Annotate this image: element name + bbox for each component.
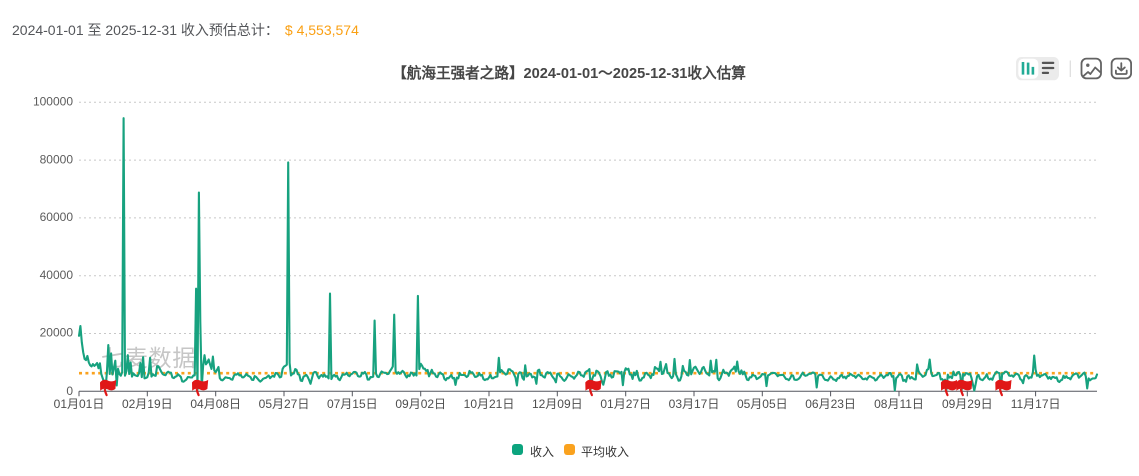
svg-text:09月29日: 09月29日: [942, 397, 993, 411]
svg-text:09月02日: 09月02日: [395, 397, 446, 411]
svg-text:0: 0: [66, 384, 73, 398]
svg-text:11月17日: 11月17日: [1011, 397, 1061, 411]
svg-text:20000: 20000: [40, 326, 74, 340]
svg-text:40000: 40000: [40, 268, 74, 282]
svg-text:05月05日: 05月05日: [737, 397, 788, 411]
svg-text:08月11日: 08月11日: [874, 397, 924, 411]
svg-text:05月27日: 05月27日: [259, 397, 310, 411]
svg-text:01月27日: 01月27日: [600, 397, 651, 411]
svg-text:06月23日: 06月23日: [805, 397, 856, 411]
svg-text:01月01日: 01月01日: [54, 397, 105, 411]
svg-text:07月15日: 07月15日: [327, 397, 378, 411]
svg-text:03月17日: 03月17日: [669, 397, 720, 411]
svg-text:60000: 60000: [40, 210, 74, 224]
svg-text:04月08日: 04月08日: [190, 397, 241, 411]
svg-text:100000: 100000: [33, 95, 73, 109]
svg-text:02月19日: 02月19日: [122, 397, 173, 411]
svg-text:10月21日: 10月21日: [464, 397, 515, 411]
svg-text:12月09日: 12月09日: [532, 397, 583, 411]
svg-text:80000: 80000: [40, 152, 74, 166]
